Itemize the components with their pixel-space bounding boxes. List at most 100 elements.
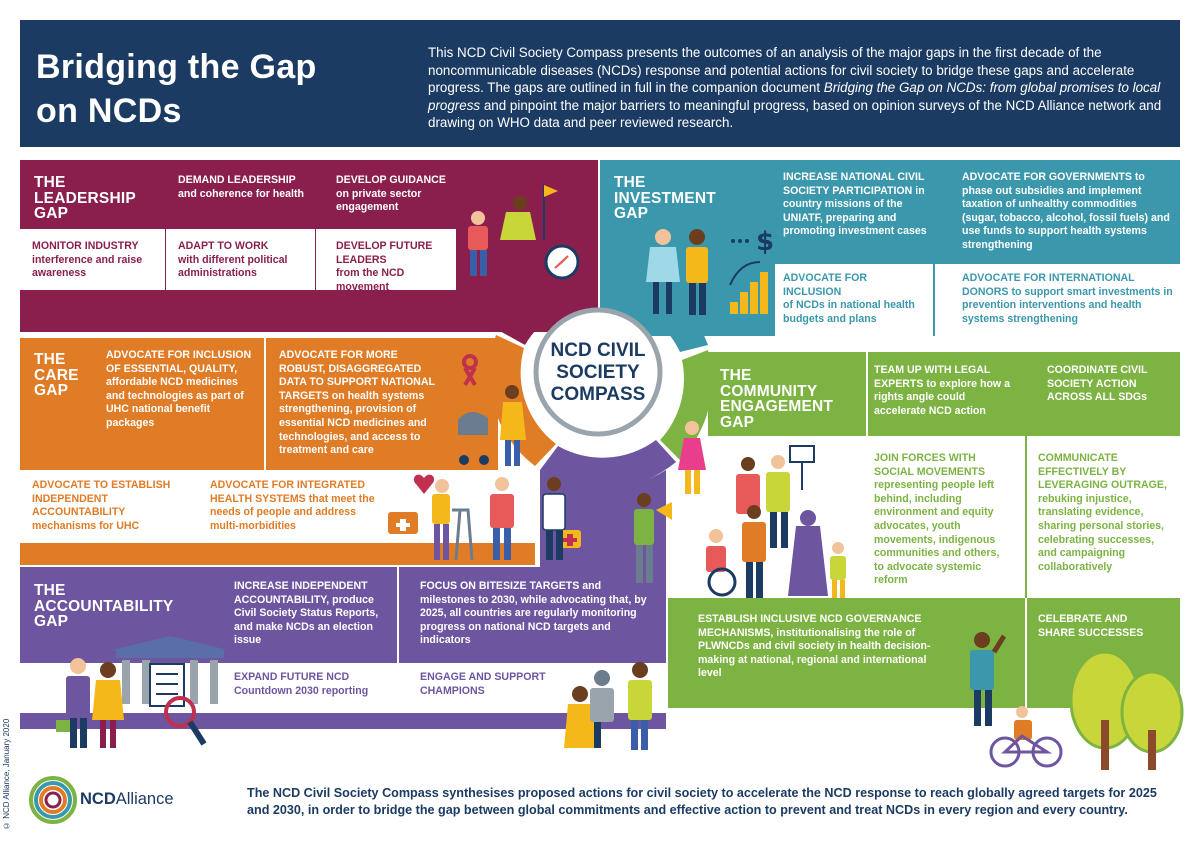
action-detail: on health systems strengthening, provisi… bbox=[279, 389, 427, 457]
action-national-participation: INCREASE NATIONAL CIVIL SOCIETY PARTICIP… bbox=[783, 171, 928, 239]
action-monitor-industry: MONITOR INDUSTRY interference and raise a… bbox=[32, 240, 160, 281]
title-word: CARE bbox=[34, 366, 79, 384]
action-heading: ESTABLISH INCLUSIVE NCD GOVERNANCE MECHA… bbox=[698, 613, 922, 639]
title-word: THE bbox=[720, 367, 752, 384]
action-detail: of NCDs in national health budgets and p… bbox=[783, 299, 915, 325]
action-heading: COMMUNICATE EFFECTIVELY BY LEVERAGING OU… bbox=[1038, 452, 1167, 492]
care-divider bbox=[264, 338, 266, 470]
svg-text:$: $ bbox=[756, 227, 774, 257]
action-detail: interference and raise awareness bbox=[32, 253, 143, 280]
action-detail: and milestones to 2030, while advocating… bbox=[420, 580, 647, 647]
compass-line: COMPASS bbox=[550, 384, 646, 405]
ncd-alliance-logo-text: NCDAlliance bbox=[80, 790, 174, 809]
title-word: COMMUNITY bbox=[720, 382, 818, 400]
bicycle-trees-illustration bbox=[970, 632, 1184, 770]
action-bitesize-targets: FOCUS ON BITESIZE TARGETS and milestones… bbox=[420, 580, 650, 648]
leadership-gap-title: THE LEADERSHIP GAP bbox=[34, 175, 136, 222]
care-gap-base bbox=[20, 543, 535, 565]
action-heading: ADVOCATE FOR MORE ROBUST, DISAGGREGATED … bbox=[279, 349, 435, 402]
action-heading: INCREASE INDEPENDENT ACCOUNTABILITY, bbox=[234, 580, 368, 606]
title-word: ENGAGEMENT bbox=[720, 398, 834, 415]
action-heading: ADAPT TO WORK bbox=[178, 240, 269, 252]
community-divider bbox=[1025, 598, 1027, 708]
header-banner bbox=[20, 20, 1180, 147]
action-demand-leadership: DEMAND LEADERSHIP and coherence for healt… bbox=[178, 174, 308, 201]
care-cell bbox=[194, 470, 535, 543]
investment-gap-title: THE INVESTMENT GAP bbox=[614, 175, 716, 222]
action-heading: MONITOR INDUSTRY bbox=[32, 240, 139, 252]
action-heading: DEVELOP FUTURE LEADERS bbox=[336, 240, 433, 266]
community-gap-panel bbox=[708, 352, 1180, 436]
title-word: INVESTMENT bbox=[614, 189, 716, 207]
title-word: THE bbox=[34, 582, 66, 599]
community-divider bbox=[1025, 352, 1027, 598]
action-detail: affordable NCD medicines and technologie… bbox=[106, 376, 244, 429]
action-communicate-effectively: COMMUNICATE EFFECTIVELY BY LEVERAGING OU… bbox=[1038, 452, 1172, 574]
action-heading: FOCUS ON BITESIZE TARGETS bbox=[420, 580, 580, 592]
title-word: THE bbox=[34, 351, 66, 368]
action-detail: to support smart investments in preventi… bbox=[962, 285, 1173, 325]
community-gap-title: THE COMMUNITY ENGAGEMENT GAP bbox=[720, 368, 833, 430]
action-heading: ADVOCATE FOR INCLUSION bbox=[783, 272, 867, 298]
logo-bold: NCD bbox=[80, 790, 116, 808]
leadership-figures-illustration bbox=[462, 185, 580, 288]
action-detail: and coherence for health bbox=[178, 187, 304, 200]
intro-part-2: and pinpoint the major barriers to meani… bbox=[428, 97, 1162, 131]
action-detail: mechanisms for UHC bbox=[32, 519, 140, 532]
action-detail: representing people left behind, includi… bbox=[874, 479, 1000, 587]
action-heading: ADVOCATE FOR INTEGRATED HEALTH SYSTEMS bbox=[210, 479, 365, 505]
compass-ring bbox=[489, 269, 713, 489]
action-heading: EXPAND FUTURE NCD bbox=[234, 671, 350, 683]
accountability-cell bbox=[399, 663, 569, 713]
copyright-notice: © NCD Alliance, January 2020 bbox=[2, 718, 11, 830]
action-detail: produce Civil Society Status Reports, an… bbox=[234, 593, 379, 647]
action-develop-future-leaders: DEVELOP FUTURE LEADERS from the NCD movem… bbox=[336, 240, 451, 294]
community-figures-illustration bbox=[706, 445, 846, 598]
care-figures-illustration bbox=[388, 354, 581, 561]
intro-part-1: This NCD Civil Society Compass presents … bbox=[428, 45, 1135, 96]
action-heading: ADVOCATE TO ESTABLISH INDEPENDENT ACCOUN… bbox=[32, 479, 171, 519]
action-heading: DEVELOP GUIDANCE bbox=[336, 174, 446, 186]
title-line-1: Bridging the Gap bbox=[36, 48, 317, 86]
action-adapt-to-work: ADAPT TO WORK with different political ad… bbox=[178, 240, 310, 281]
leadership-cell bbox=[20, 229, 165, 290]
investment-cell bbox=[775, 264, 933, 336]
action-detail: rebuking injustice, translating evidence… bbox=[1038, 492, 1164, 573]
compass-label: NCD CIVIL SOCIETY COMPASS bbox=[538, 340, 658, 406]
compass-line: NCD CIVIL bbox=[550, 340, 646, 361]
action-international-donors: ADVOCATE FOR INTERNATIONAL DONORS to sup… bbox=[962, 272, 1174, 326]
action-celebrate-successes: CELEBRATE AND SHARE SUCCESSES bbox=[1038, 613, 1148, 640]
action-independent-accountability: ADVOCATE TO ESTABLISH INDEPENDENT ACCOUN… bbox=[32, 479, 182, 533]
action-heading: INCREASE NATIONAL CIVIL SOCIETY PARTICIP… bbox=[783, 171, 925, 197]
title-word: GAP bbox=[34, 205, 69, 222]
action-legal-experts: TEAM UP WITH LEGAL EXPERTS to explore ho… bbox=[874, 364, 1014, 418]
action-coordinate-sdgs: COORDINATE CIVIL SOCIETY ACTION ACROSS A… bbox=[1047, 364, 1167, 405]
footer-text: The NCD Civil Society Compass synthesise… bbox=[247, 786, 1157, 817]
action-robust-data: ADVOCATE FOR MORE ROBUST, DISAGGREGATED … bbox=[279, 349, 444, 458]
accountability-divider bbox=[397, 567, 399, 663]
care-cell bbox=[20, 470, 192, 543]
title-word: THE bbox=[34, 174, 66, 191]
action-independent-accountability-reports: INCREASE INDEPENDENT ACCOUNTABILITY, pro… bbox=[234, 580, 384, 648]
action-heading: ADVOCATE FOR GOVERNMENTS bbox=[962, 171, 1132, 183]
leadership-cell bbox=[166, 229, 315, 290]
title-word: THE bbox=[614, 174, 646, 191]
intro-document-title: Bridging the Gap on NCDs: from global pr… bbox=[428, 80, 1161, 113]
action-detail: with different political administrations bbox=[178, 253, 288, 280]
action-heading: COORDINATE CIVIL SOCIETY ACTION ACROSS A… bbox=[1047, 364, 1148, 404]
action-heading: DEMAND LEADERSHIP bbox=[178, 174, 296, 186]
page-title: Bridging the Gap on NCDs bbox=[36, 45, 376, 133]
action-integrated-health-systems: ADVOCATE FOR INTEGRATED HEALTH SYSTEMS t… bbox=[210, 479, 380, 533]
logo-regular: Alliance bbox=[115, 790, 174, 808]
care-gap-panel bbox=[20, 338, 498, 470]
title-word: GAP bbox=[34, 382, 69, 399]
title-word: LEADERSHIP bbox=[34, 189, 136, 207]
title-word: ACCOUNTABILITY bbox=[34, 597, 174, 615]
action-inclusive-governance: ESTABLISH INCLUSIVE NCD GOVERNANCE MECHA… bbox=[698, 613, 933, 681]
title-line-2: on NCDs bbox=[36, 92, 182, 130]
care-gap-title: THE CARE GAP bbox=[34, 352, 79, 399]
accountability-cell bbox=[225, 663, 397, 713]
action-detail: that meet the needs of people and addres… bbox=[210, 492, 375, 532]
title-word: GAP bbox=[34, 613, 69, 630]
